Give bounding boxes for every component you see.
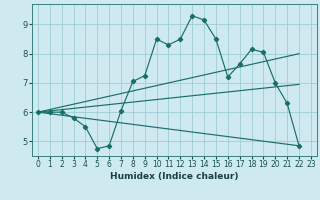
X-axis label: Humidex (Indice chaleur): Humidex (Indice chaleur) — [110, 172, 239, 181]
